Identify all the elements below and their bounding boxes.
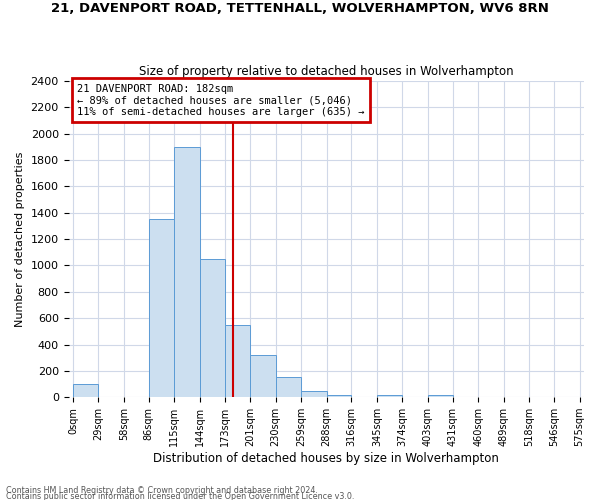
Bar xyxy=(428,394,452,397)
Bar xyxy=(200,259,226,397)
Bar xyxy=(377,394,403,397)
Text: 21, DAVENPORT ROAD, TETTENHALL, WOLVERHAMPTON, WV6 8RN: 21, DAVENPORT ROAD, TETTENHALL, WOLVERHA… xyxy=(51,2,549,16)
Bar xyxy=(73,384,98,397)
Title: Size of property relative to detached houses in Wolverhampton: Size of property relative to detached ho… xyxy=(139,66,514,78)
Text: Contains public sector information licensed under the Open Government Licence v3: Contains public sector information licen… xyxy=(6,492,355,500)
X-axis label: Distribution of detached houses by size in Wolverhampton: Distribution of detached houses by size … xyxy=(154,452,499,465)
Text: 21 DAVENPORT ROAD: 182sqm
← 89% of detached houses are smaller (5,046)
11% of se: 21 DAVENPORT ROAD: 182sqm ← 89% of detac… xyxy=(77,84,365,117)
Bar xyxy=(326,394,352,397)
Bar xyxy=(250,355,275,397)
Bar xyxy=(174,147,200,397)
Bar xyxy=(149,220,174,397)
Bar xyxy=(301,390,326,397)
Y-axis label: Number of detached properties: Number of detached properties xyxy=(15,152,25,327)
Bar xyxy=(275,378,301,397)
Text: Contains HM Land Registry data © Crown copyright and database right 2024.: Contains HM Land Registry data © Crown c… xyxy=(6,486,318,495)
Bar xyxy=(226,325,250,397)
